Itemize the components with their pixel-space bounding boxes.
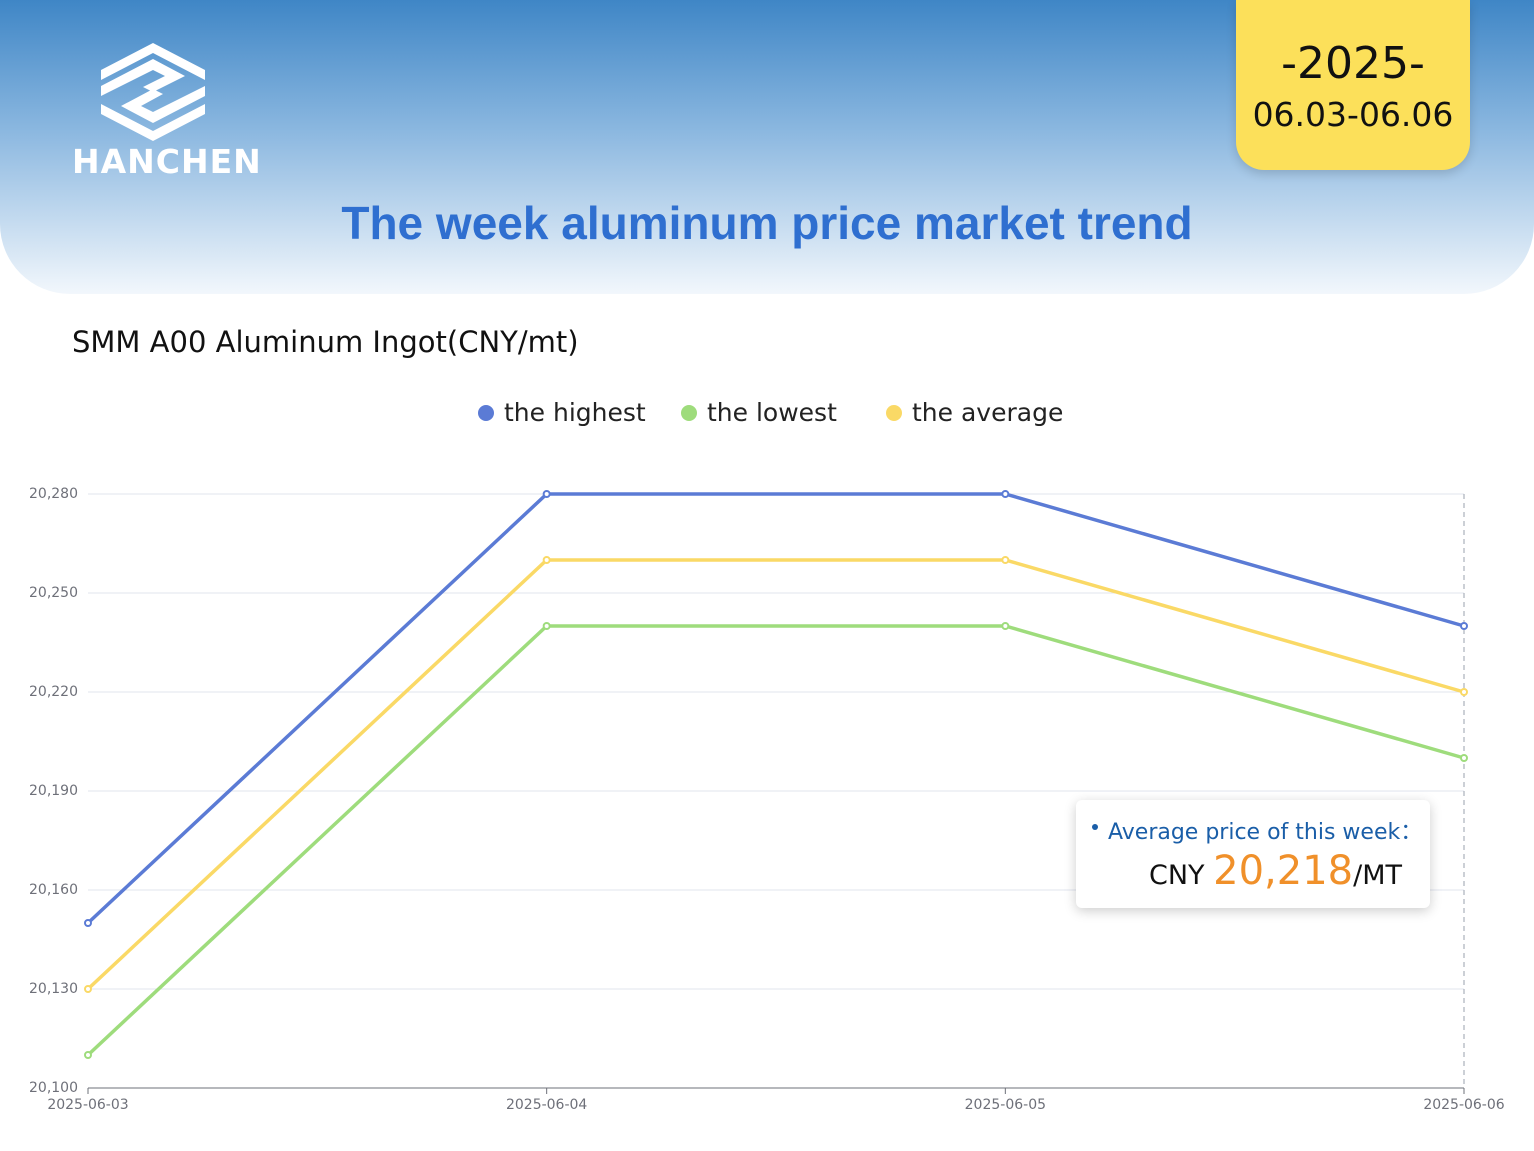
- point: [1460, 754, 1468, 762]
- unit: /MT: [1353, 860, 1402, 891]
- logo-icon: [101, 43, 205, 141]
- date-badge: -2025- 06.03-06.06: [1236, 0, 1470, 170]
- price: 20,218: [1213, 848, 1354, 894]
- x-tick-label: 2025-06-06: [1423, 1097, 1504, 1113]
- series-line: [86, 624, 1465, 1057]
- date-range: 06.03-06.06: [1252, 95, 1454, 134]
- annotation-label: Average price of this week：: [1108, 820, 1423, 845]
- legend-marker: [681, 405, 697, 421]
- point: [542, 622, 551, 630]
- y-tick-label: 20,280: [29, 486, 78, 502]
- page-title: The week aluminum price market trend: [341, 197, 1193, 249]
- currency: CNY: [1149, 860, 1205, 891]
- bullet: [1092, 824, 1098, 830]
- x-tick-label: 2025-06-03: [47, 1097, 128, 1113]
- y-tick-label: 20,190: [29, 783, 78, 799]
- legend-marker: [886, 405, 902, 421]
- point: [84, 919, 92, 927]
- x-tick-label: 2025-06-05: [965, 1097, 1046, 1113]
- point: [84, 1051, 92, 1059]
- y-tick-label: 20,100: [29, 1080, 78, 1096]
- y-tick-label: 20,160: [29, 882, 78, 898]
- series-line: [86, 558, 1465, 991]
- y-tick-label: 20,220: [29, 684, 78, 700]
- point: [1001, 490, 1010, 498]
- series-line: [86, 492, 1465, 925]
- legend-label: the highest: [504, 398, 646, 427]
- point: [84, 985, 92, 993]
- legend-label: the average: [912, 398, 1063, 427]
- point: [1001, 622, 1010, 630]
- x-tick-label: 2025-06-04: [506, 1097, 587, 1113]
- legend-label: the lowest: [707, 398, 837, 427]
- annotation-price: CNY 20,218/MT: [1149, 848, 1402, 894]
- logo-text: HANCHEN: [72, 142, 262, 181]
- point: [1460, 622, 1468, 630]
- point: [1460, 688, 1468, 696]
- point: [542, 556, 551, 564]
- legend-marker: [478, 405, 494, 421]
- year: -2025-: [1281, 38, 1425, 89]
- chart-title: SMM A00 Aluminum Ingot(CNY/mt): [72, 325, 579, 359]
- point: [1001, 556, 1010, 564]
- point: [542, 490, 551, 498]
- annotation: Average price of this week： CNY 20,218/M…: [1076, 800, 1430, 908]
- y-tick-label: 20,130: [29, 981, 78, 997]
- y-tick-label: 20,250: [29, 585, 78, 601]
